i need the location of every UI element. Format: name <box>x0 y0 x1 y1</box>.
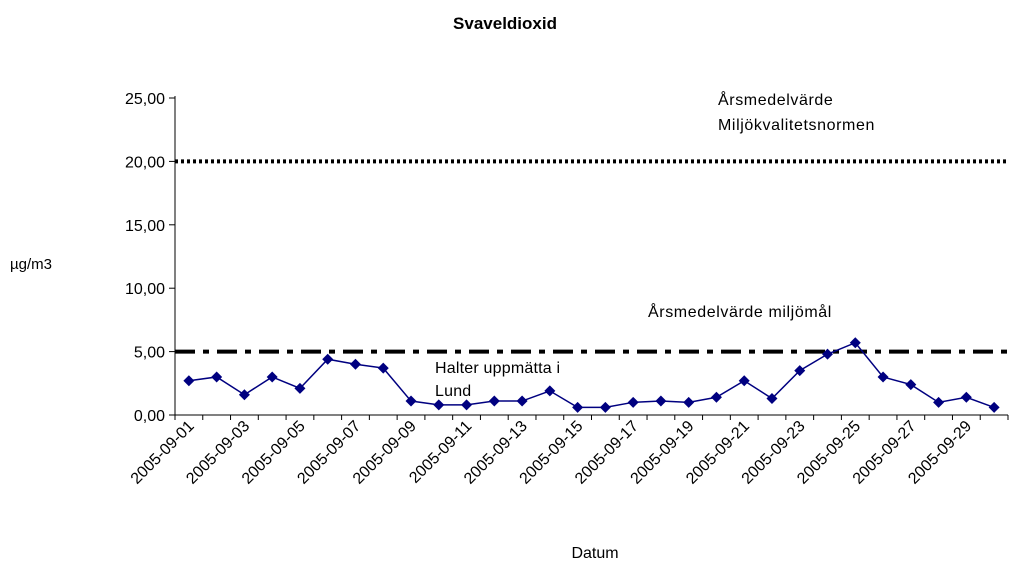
y-tick-label: 15,00 <box>125 218 165 235</box>
data-point-marker <box>544 385 556 397</box>
y-tick-label: 20,00 <box>125 154 165 171</box>
data-point-marker <box>322 353 334 365</box>
y-tick-label: 0,00 <box>134 408 165 425</box>
annotation-line: Miljökvalitetsnormen <box>718 116 875 134</box>
data-point-marker <box>405 395 417 407</box>
x-tick-labels: 2005-09-012005-09-032005-09-052005-09-07… <box>128 418 975 488</box>
data-point-marker <box>933 396 945 408</box>
data-point-marker <box>433 399 445 411</box>
data-point-marker <box>683 396 695 408</box>
y-tick-label: 10,00 <box>125 281 165 298</box>
y-tick-labels: 0,00 5,00 10,00 15,00 20,00 25,00 <box>125 91 165 425</box>
data-point-marker <box>822 348 834 360</box>
chart-title: Svaveldioxid <box>453 14 557 33</box>
annotation-miljomal: Årsmedelvärde miljömål <box>648 301 948 326</box>
y-tick-label: 25,00 <box>125 91 165 108</box>
y-tick-label: 5,00 <box>134 345 165 362</box>
data-point-marker <box>572 401 584 413</box>
data-point-marker <box>266 371 278 383</box>
data-point-marker <box>988 401 1000 413</box>
data-series <box>183 337 1000 413</box>
annotation-line: Lund <box>435 383 472 401</box>
annotation-line: Halter uppmätta i <box>435 360 561 377</box>
data-point-marker <box>877 371 889 383</box>
data-point-marker <box>905 379 917 391</box>
data-point-marker <box>710 391 722 403</box>
x-axis-label: Datum <box>571 545 619 562</box>
y-axis-label: µg/m3 <box>10 256 52 273</box>
reference-lines <box>175 159 1008 354</box>
data-point-marker <box>627 396 639 408</box>
data-point-marker <box>849 337 861 349</box>
annotation-measured-lund: Halter uppmätta i Lund <box>435 357 625 403</box>
data-point-marker <box>516 395 528 407</box>
data-point-marker <box>655 395 667 407</box>
data-point-marker <box>211 371 223 383</box>
data-point-marker <box>766 393 778 405</box>
data-point-marker <box>294 382 306 394</box>
annotation-line: Årsmedelvärde miljömål <box>648 304 832 321</box>
data-point-marker <box>461 399 473 411</box>
data-point-marker <box>960 391 972 403</box>
data-point-marker <box>377 362 389 374</box>
annotation-miljokvalitetsnormen: Årsmedelvärde Miljökvalitetsnormen <box>718 89 978 139</box>
data-point-marker <box>794 365 806 377</box>
data-point-marker <box>738 375 750 387</box>
annotation-line: Årsmedelvärde <box>718 92 834 109</box>
data-point-marker <box>183 375 195 387</box>
data-point-marker <box>599 401 611 413</box>
axes <box>169 96 1009 420</box>
data-point-marker <box>238 389 250 401</box>
data-point-marker <box>349 358 361 370</box>
series-line <box>188 341 995 409</box>
data-point-marker <box>488 395 500 407</box>
